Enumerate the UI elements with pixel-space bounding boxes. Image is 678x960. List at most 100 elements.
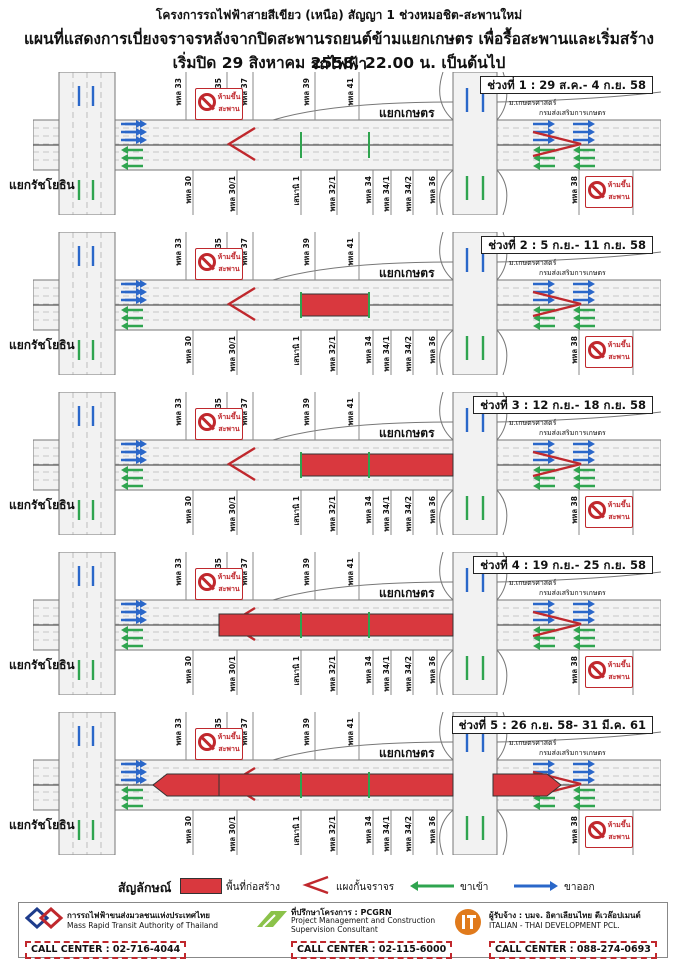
project-title: โครงการรถไฟฟ้าสายสีเขียว (เหนือ) สัญญา 1… — [155, 8, 523, 22]
inbound-arrow — [533, 634, 555, 642]
ramp-curve — [439, 392, 454, 441]
no-entry-sign-east: ห้ามขึ้นสะพาน — [585, 656, 633, 688]
soi-label-bottom: พหล 34/1 — [382, 176, 391, 212]
inbound-arrow — [121, 482, 143, 490]
inbound-arrow — [121, 786, 143, 794]
outbound-arrow — [533, 600, 555, 608]
inbound-arrow — [573, 482, 595, 490]
kaset-cross-road — [452, 72, 498, 215]
inbound-arrow — [573, 466, 595, 474]
outbound-arrow — [533, 120, 555, 128]
construction-area — [368, 773, 454, 797]
barrier-symbol-icon — [302, 875, 329, 895]
ramp-curve — [439, 72, 454, 121]
outbound-arrow — [533, 296, 555, 304]
soi-label-bottom: พหล 38 — [570, 496, 579, 524]
soi-label-bottom: พหล 30/1 — [228, 496, 237, 532]
intersection-ratchayothin-label: แยกรัชโยธิน — [9, 498, 75, 512]
no-entry-sign-text: ห้ามขึ้นสะพาน — [607, 341, 631, 361]
ramp-curve — [439, 329, 454, 375]
no-entry-sign-west: ห้ามขึ้นสะพาน — [195, 248, 243, 280]
soi-label-bottom: พหล 30 — [184, 816, 193, 844]
no-entry-sign-text: ห้ามขึ้นสะพาน — [217, 733, 241, 753]
contractor-call-center: CALL CENTER : 088-274-0693 — [489, 941, 657, 959]
itd-logo-icon — [455, 909, 481, 935]
kaset-cross-road — [452, 232, 498, 375]
mrta-call-center: CALL CENTER : 02-716-4044 — [25, 941, 187, 959]
ramp-curve — [496, 809, 508, 855]
soi-label-top: พหล 39 — [302, 238, 311, 266]
inbound-arrow — [533, 322, 555, 330]
soi-label-top: พหล 39 — [302, 718, 311, 746]
ramp-curve — [496, 329, 508, 375]
outbound-arrow — [573, 288, 595, 296]
inbound-arrow — [573, 642, 595, 650]
mrta-logo-icon — [25, 907, 64, 929]
phase-panel-5: แยกเกษตร แยกรัชโยธิน ม.เกษตรศาสตร์ กรมส่งเส… — [9, 712, 661, 855]
intersection-ratchayothin-label: แยกรัชโยธิน — [9, 178, 75, 192]
soi-label-bottom: เสนานิ 1 — [292, 336, 301, 366]
outbound-arrow — [125, 440, 147, 448]
outbound-arrow — [573, 600, 595, 608]
soi-label-bottom: พหล 38 — [570, 656, 579, 684]
outbound-arrow — [573, 448, 595, 456]
no-entry-sign-east: ห้ามขึ้นสะพาน — [585, 816, 633, 848]
outbound-arrow — [573, 440, 595, 448]
soi-label-bottom: พหล 34 — [364, 336, 373, 364]
soi-label-top: พหล 33 — [174, 718, 183, 746]
no-entry-sign-east: ห้ามขึ้นสะพาน — [585, 176, 633, 208]
phase-map-5 — [33, 712, 661, 855]
legend-outbound-label: ขาออก — [564, 882, 595, 893]
outbound-arrow — [533, 456, 555, 464]
ramp-curve — [496, 169, 508, 215]
legend: สัญลักษณ์ พื้นที่ก่อสร้าง แผงกั้นจราจร ข… — [0, 872, 678, 898]
outbound-arrow — [125, 776, 147, 784]
no-entry-icon — [588, 181, 606, 199]
no-entry-sign-text: ห้ามขึ้นสะพาน — [217, 413, 241, 433]
phase-label-2: ช่วงที่ 2 : 5 ก.ย.- 11 ก.ย. 58 — [481, 236, 653, 254]
soi-label-bottom: พหล 38 — [570, 176, 579, 204]
inbound-arrow — [573, 802, 595, 810]
soi-label-bottom: เสนานิ 1 — [292, 176, 301, 206]
soi-label-bottom: เสนานิ 1 — [292, 496, 301, 526]
soi-label-bottom: พหล 30/1 — [228, 336, 237, 372]
phase-panel-1: แยกเกษตร แยกรัชโยธิน ม.เกษตรศาสตร์ กรมส่งเส… — [9, 72, 661, 215]
inbound-arrow — [533, 154, 555, 162]
outbound-arrow — [573, 128, 595, 136]
outbound-arrow — [125, 128, 147, 136]
soi-label-bottom: พหล 34 — [364, 656, 373, 684]
soi-label-bottom: พหล 36 — [428, 816, 437, 844]
no-entry-sign-east: ห้ามขึ้นสะพาน — [585, 496, 633, 528]
phase-panel-2: แยกเกษตร แยกรัชโยธิน ม.เกษตรศาสตร์ กรมส่งเส… — [9, 232, 661, 375]
inbound-arrow — [573, 306, 595, 314]
dept-agri-extension-label: กรมส่งเสริมการเกษตร — [539, 269, 606, 277]
outbound-arrow — [125, 448, 147, 456]
no-entry-sign-text: ห้ามขึ้นสะพาน — [607, 661, 631, 681]
no-entry-sign-text: ห้ามขึ้นสะพาน — [217, 573, 241, 593]
inbound-arrow — [121, 474, 143, 482]
no-entry-icon — [588, 501, 606, 519]
soi-label-bottom: พหล 34/1 — [382, 496, 391, 532]
inbound-arrow — [573, 794, 595, 802]
soi-label-bottom: พหล 32/1 — [328, 656, 337, 692]
inbound-arrow — [121, 146, 143, 154]
no-entry-sign-west: ห้ามขึ้นสะพาน — [195, 88, 243, 120]
outbound-arrow — [573, 768, 595, 776]
construction-area — [300, 293, 370, 317]
construction-area — [218, 613, 302, 637]
inbound-arrow — [121, 314, 143, 322]
intersection-kaset-label: แยกเกษตร — [379, 106, 435, 120]
kasetsart-university-label: ม.เกษตรศาสตร์ — [509, 259, 557, 267]
footer: การรถไฟฟ้าขนส่งมวลชนแห่งประเทศไทย Mass R… — [18, 902, 668, 959]
legend-barrier-label: แผงกั้นจราจร — [336, 882, 395, 893]
inbound-arrow — [121, 794, 143, 802]
inbound-arrow-icon — [410, 881, 454, 891]
outbound-arrow — [573, 776, 595, 784]
inbound-arrow — [533, 642, 555, 650]
ramp-curve — [439, 649, 454, 695]
soi-label-bottom: พหล 32/1 — [328, 496, 337, 532]
pcgrn-logo-icon — [257, 911, 287, 928]
soi-label-bottom: พหล 32/1 — [328, 176, 337, 212]
outbound-arrow — [573, 120, 595, 128]
outbound-arrow — [125, 456, 147, 464]
